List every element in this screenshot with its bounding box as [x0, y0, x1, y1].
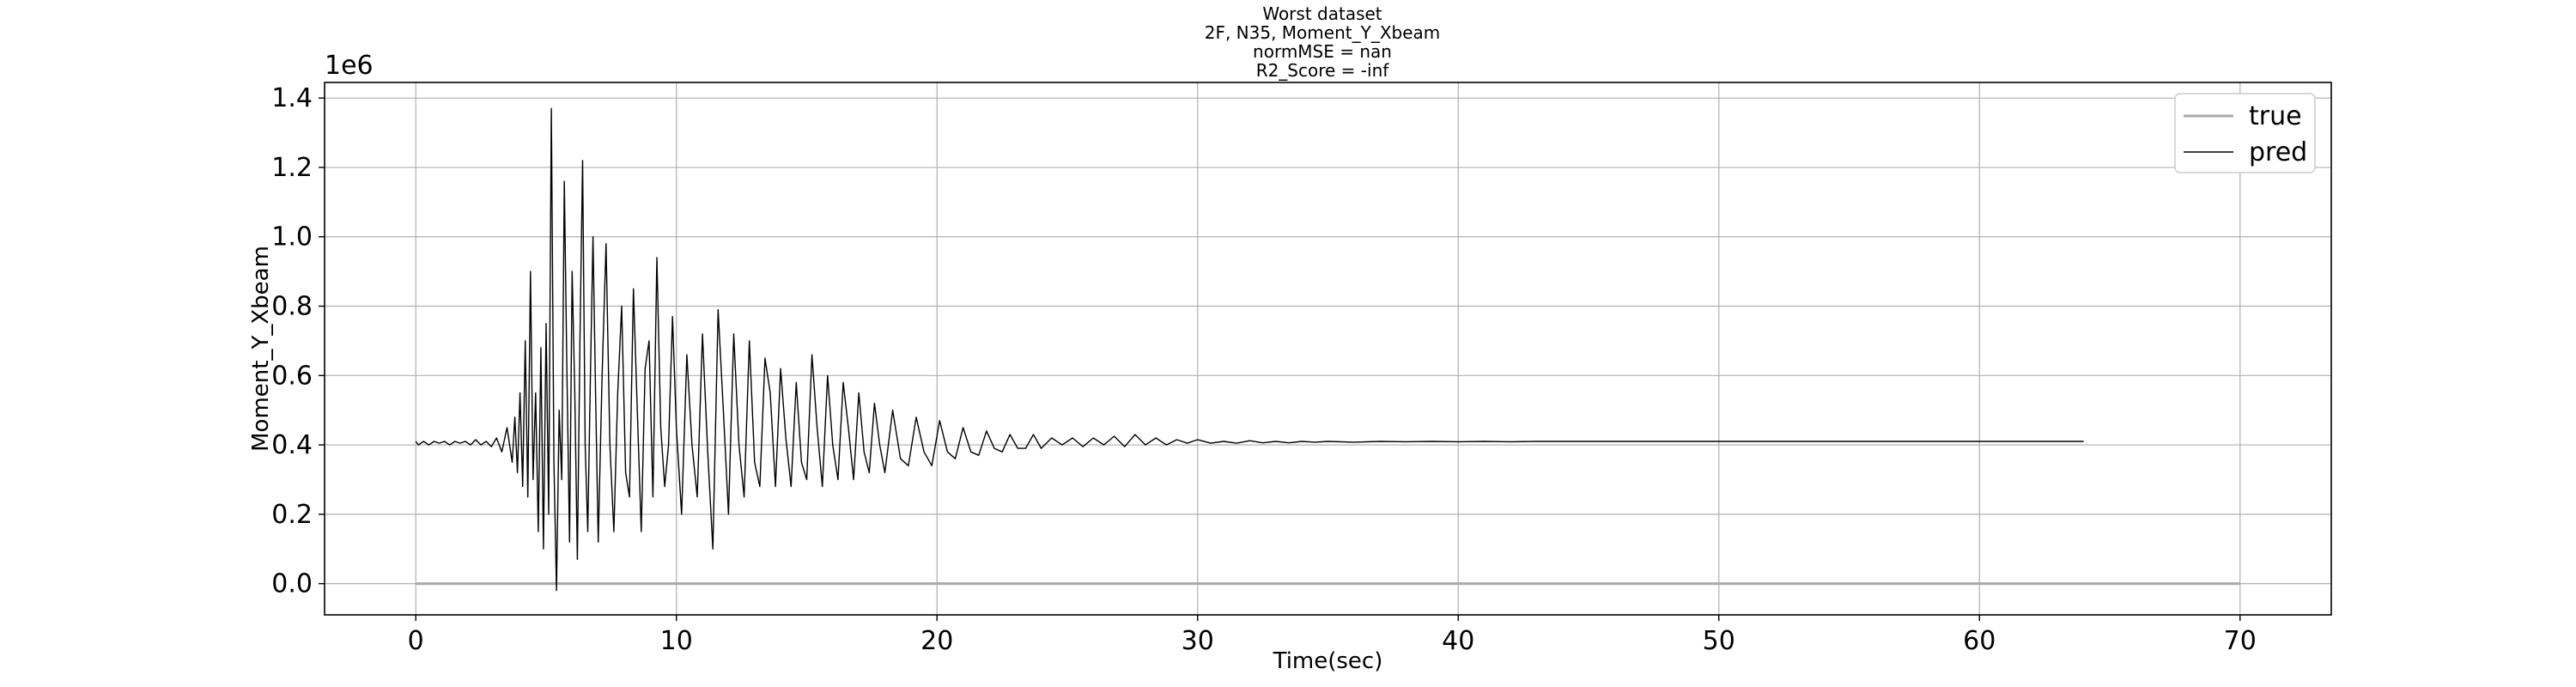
x-tick-label: 60	[1963, 626, 1996, 656]
series-line-pred	[415, 107, 2084, 592]
y-tick-label: 0.2	[271, 500, 313, 530]
chart-title-line-3: normMSE = nan	[1253, 41, 1392, 62]
y-tick-label: 0.0	[271, 569, 313, 599]
ticks: 0 10 20 30 40 50 60 70 0.0 0.2 0.4 0.6 0.8 1.0 1.2 1.4	[271, 83, 2257, 656]
chart-title-line-1: Worst dataset	[1262, 3, 1382, 24]
legend-box	[2174, 93, 2316, 173]
legend-label-pred: pred	[2249, 137, 2307, 167]
x-tick-label: 20	[920, 626, 953, 656]
legend: true pred	[2174, 93, 2316, 173]
legend-label-true: true	[2249, 101, 2302, 131]
y-scale-label: 1e6	[325, 51, 374, 81]
x-tick-label: 50	[1703, 626, 1735, 656]
x-tick-label: 70	[2224, 626, 2257, 656]
chart-title-line-2: 2F, N35, Moment_Y_Xbeam	[1204, 22, 1441, 43]
y-tick-label: 1.2	[271, 153, 313, 183]
x-axis-label: Time(sec)	[1273, 648, 1383, 674]
grid	[325, 82, 2331, 615]
y-tick-label: 1.0	[271, 222, 313, 252]
chart-title-line-4: R2_Score = -inf	[1255, 60, 1389, 81]
series-layer	[415, 107, 2240, 592]
y-tick-label: 0.4	[271, 430, 313, 460]
x-tick-label: 0	[408, 626, 424, 656]
x-tick-label: 40	[1442, 626, 1474, 656]
y-axis-label: Moment_Y_Xbeam	[248, 246, 274, 452]
x-tick-label: 10	[660, 626, 693, 656]
y-tick-label: 0.8	[271, 292, 313, 322]
y-tick-label: 1.4	[271, 83, 313, 113]
plot-frame	[324, 82, 2332, 616]
y-tick-label: 0.6	[271, 361, 313, 391]
x-tick-label: 30	[1182, 626, 1214, 656]
